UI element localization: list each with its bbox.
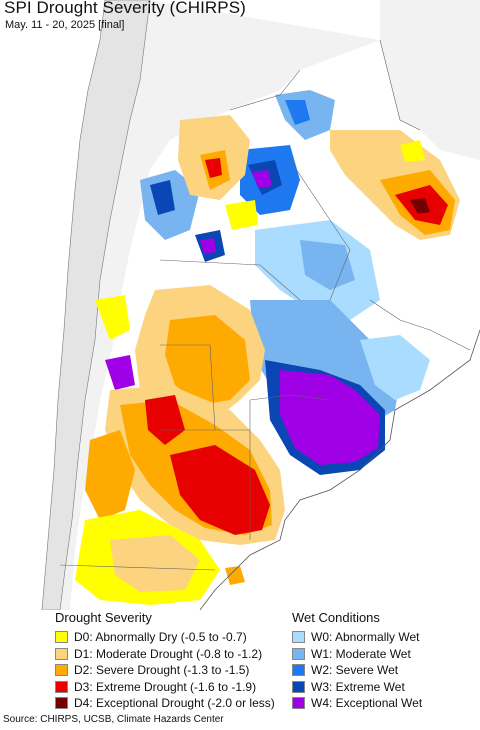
legend-item-w1: W1: Moderate Wet [292,646,422,663]
drought-region [165,315,250,405]
legend-item-w2: W2: Severe Wet [292,662,422,679]
wet-legend: Wet Conditions W0: Abnormally Wet W1: Mo… [292,610,422,712]
wet-region [105,355,135,390]
legend-item-w4: W4: Exceptional Wet [292,695,422,712]
drought-region [225,566,245,585]
drought-region [95,295,130,340]
legend-item-d0: D0: Abnormally Dry (-0.5 to -0.7) [55,629,275,646]
legend-item-d2: D2: Severe Drought (-1.3 to -1.5) [55,662,275,679]
swatch-d3 [55,680,68,693]
legend-item-w3: W3: Extreme Wet [292,679,422,696]
swatch-w0 [292,631,305,644]
wet-region [200,238,216,254]
drought-region [110,535,200,592]
atlantic-ocean [200,330,480,610]
coastline [199,329,480,610]
wet-region [300,240,355,290]
legend-item-d4: D4: Exceptional Drought (-2.0 or less) [55,695,275,712]
legend-item-d3: D3: Extreme Drought (-1.6 to -1.9) [55,679,275,696]
drought-region [85,430,135,520]
legend-label: D2: Severe Drought (-1.3 to -1.5) [74,663,250,678]
drought-region [400,140,425,162]
legend-label: D1: Moderate Drought (-0.8 to -1.2) [74,646,263,661]
legend-label: D3: Extreme Drought (-1.6 to -1.9) [74,679,257,694]
swatch-d2 [55,664,68,677]
swatch-d0 [55,631,68,644]
drought-region [225,200,258,230]
map-subtitle: May. 11 - 20, 2025 [final] [5,19,125,31]
wet-region [285,100,310,125]
wet-region [280,370,380,465]
swatch-w1 [292,647,305,660]
map-title: SPI Drought Severity (CHIRPS) [4,0,246,17]
drought-legend: Drought Severity D0: Abnormally Dry (-0.… [55,610,275,712]
drought-map [0,0,480,610]
chile-region [41,0,151,610]
legend-label: D0: Abnormally Dry (-0.5 to -0.7) [74,630,247,645]
drought-region [145,395,185,445]
wet-region [252,170,272,188]
legend: Drought Severity D0: Abnormally Dry (-0.… [0,610,480,710]
wet-region [360,335,430,400]
swatch-w3 [292,680,305,693]
legend-label: W0: Abnormally Wet [311,630,420,645]
wet-legend-heading: Wet Conditions [292,610,380,625]
legend-item-d1: D1: Moderate Drought (-0.8 to -1.2) [55,646,275,663]
legend-label: D4: Exceptional Drought (-2.0 or less) [74,696,275,711]
legend-label: W4: Exceptional Wet [311,696,423,711]
swatch-d4 [55,697,68,710]
swatch-d1 [55,647,68,660]
legend-label: W2: Severe Wet [311,663,399,678]
source-credit: Source: CHIRPS, UCSB, Climate Hazards Ce… [3,714,224,725]
province-borders [59,39,471,571]
wet-region [150,180,175,215]
drought-legend-heading: Drought Severity [55,610,152,625]
swatch-w4 [292,697,305,710]
legend-item-w0: W0: Abnormally Wet [292,629,422,646]
swatch-w2 [292,664,305,677]
drought-region [410,198,430,214]
drought-region [170,445,270,535]
drought-region [205,158,222,178]
legend-label: W3: Extreme Wet [311,679,405,694]
legend-label: W1: Moderate Wet [311,646,411,661]
